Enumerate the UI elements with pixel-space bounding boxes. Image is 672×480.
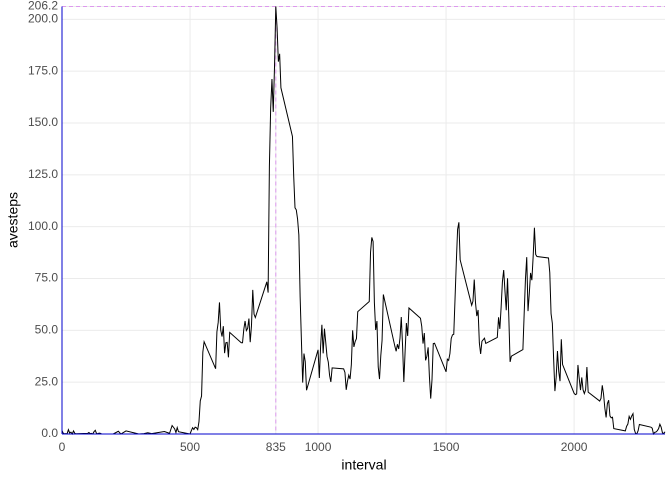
x-tick-label: 500 [180, 440, 200, 454]
y-tick-label: 25.0 [35, 374, 59, 388]
y-tick-label: 125.0 [28, 167, 58, 181]
x-tick-label: 1500 [433, 440, 460, 454]
x-tick-label: 835 [266, 440, 286, 454]
y-tick-label: 200.0 [28, 12, 58, 26]
y-tick-label: 50.0 [35, 323, 59, 337]
x-tick-label: 1000 [305, 440, 332, 454]
data-line [61, 6, 666, 436]
y-tick-label: 75.0 [35, 271, 59, 285]
x-tick-label: 0 [59, 440, 66, 454]
y-tick-label: 206.2 [28, 0, 58, 13]
y-axis-title: avesteps [5, 192, 21, 248]
x-axis-title: interval [341, 457, 386, 473]
y-tick-label: 150.0 [28, 115, 58, 129]
y-tick-label: 0.0 [41, 426, 58, 440]
y-tick-label: 100.0 [28, 219, 58, 233]
x-tick-label: 2000 [561, 440, 588, 454]
y-tick-label: 175.0 [28, 63, 58, 77]
